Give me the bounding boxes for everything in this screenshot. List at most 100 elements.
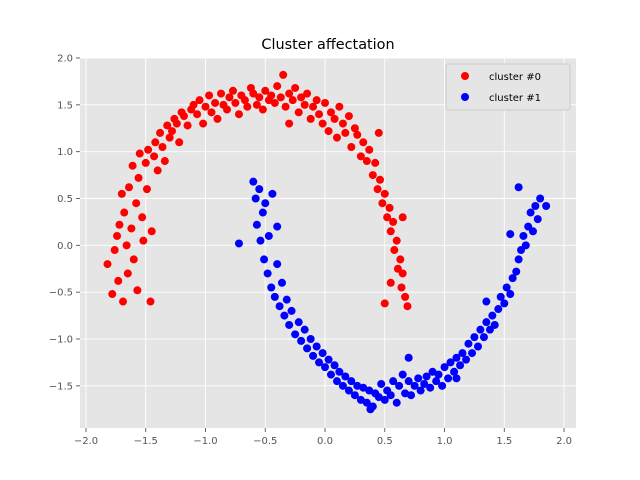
cluster-1-point xyxy=(347,377,356,386)
cluster-1-point xyxy=(526,208,535,217)
cluster-0-point xyxy=(189,100,198,109)
cluster-1-point xyxy=(502,283,511,292)
cluster-0-point xyxy=(128,161,137,170)
cluster-0-point xyxy=(375,175,384,184)
legend-marker-cluster-0 xyxy=(461,72,469,80)
cluster-0-point xyxy=(258,105,267,114)
cluster-1-point xyxy=(521,241,530,250)
cluster-0-point xyxy=(315,110,324,119)
cluster-1-point xyxy=(458,349,467,358)
cluster-0-point xyxy=(303,89,312,98)
cluster-0-point xyxy=(168,127,177,136)
cluster-0-point xyxy=(276,93,285,102)
cluster-1-point xyxy=(374,393,383,402)
cluster-1-point xyxy=(482,318,491,327)
cluster-0-point xyxy=(270,98,279,107)
x-tick-label: 1.0 xyxy=(437,436,453,447)
cluster-1-point xyxy=(252,220,261,229)
cluster-0-point xyxy=(350,124,359,133)
cluster-0-point xyxy=(133,286,142,295)
cluster-1-point xyxy=(446,358,455,367)
cluster-1-point xyxy=(496,292,505,301)
x-tick-label: 0.0 xyxy=(317,436,333,447)
cluster-1-point xyxy=(420,379,429,388)
cluster-0-point xyxy=(285,89,294,98)
cluster-1-point xyxy=(255,185,264,194)
cluster-0-point xyxy=(115,220,124,229)
cluster-1-point xyxy=(404,377,413,386)
cluster-0-point xyxy=(249,89,258,98)
cluster-0-point xyxy=(175,138,184,147)
cluster-1-point xyxy=(294,318,303,327)
cluster-0-point xyxy=(217,89,226,98)
data-points xyxy=(103,70,551,414)
cluster-1-point xyxy=(249,177,258,186)
cluster-0-point xyxy=(199,119,208,128)
cluster-1-point xyxy=(542,202,551,210)
grid-lines xyxy=(80,57,576,428)
cluster-0-point xyxy=(139,236,148,245)
cluster-0-point xyxy=(368,171,377,180)
cluster-1-point xyxy=(267,283,276,292)
cluster-0-point xyxy=(205,91,214,100)
cluster-0-point xyxy=(138,213,147,222)
cluster-1-point xyxy=(273,260,282,269)
cluster-0-point xyxy=(156,128,165,137)
cluster-0-point xyxy=(153,166,162,175)
cluster-1-point xyxy=(365,386,374,395)
cluster-1-point xyxy=(531,202,540,210)
cluster-1-point xyxy=(494,305,503,314)
cluster-0-point xyxy=(213,114,222,123)
cluster-1-point xyxy=(536,194,545,203)
cluster-1-point xyxy=(300,325,309,334)
legend: cluster #0 cluster #1 xyxy=(445,63,571,111)
cluster-0-point xyxy=(380,189,389,198)
cluster-0-point xyxy=(234,110,243,119)
cluster-0-point xyxy=(291,83,300,92)
cluster-0-point xyxy=(378,199,387,208)
cluster-1-point xyxy=(335,367,344,376)
cluster-0-point xyxy=(108,290,117,299)
cluster-0-point xyxy=(243,102,252,111)
cluster-1-point xyxy=(398,370,407,379)
y-tick-label: −0.5 xyxy=(49,288,73,299)
cluster-1-point xyxy=(263,269,272,278)
cluster-1-point xyxy=(490,320,499,329)
x-tick-label: 1.5 xyxy=(496,436,512,447)
cluster-1-point xyxy=(380,395,389,404)
cluster-1-point xyxy=(287,306,296,315)
cluster-1-point xyxy=(362,398,371,407)
cluster-0-point xyxy=(362,157,371,166)
cluster-1-point xyxy=(260,255,269,264)
cluster-1-point xyxy=(506,290,515,299)
cluster-0-point xyxy=(332,133,341,142)
cluster-1-point xyxy=(456,361,465,370)
cluster-0-point xyxy=(193,110,202,119)
cluster-1-point xyxy=(350,391,359,400)
x-tick-label: −1.5 xyxy=(134,436,158,447)
y-tick-label: 0.0 xyxy=(57,241,73,252)
cluster-1-point xyxy=(426,383,435,392)
cluster-0-point xyxy=(119,297,128,306)
cluster-1-point xyxy=(468,349,477,358)
cluster-0-point xyxy=(273,82,282,91)
cluster-1-point xyxy=(452,353,461,362)
cluster-0-point xyxy=(347,142,356,151)
cluster-1-point xyxy=(366,405,375,414)
cluster-1-point xyxy=(268,189,277,198)
cluster-0-point xyxy=(255,93,264,102)
cluster-0-point xyxy=(373,185,382,194)
x-tick-label: 0.5 xyxy=(377,436,393,447)
cluster-0-point xyxy=(321,98,330,107)
cluster-0-point xyxy=(397,283,406,292)
cluster-1-point xyxy=(528,227,537,236)
cluster-0-point xyxy=(398,269,407,278)
cluster-0-point xyxy=(146,297,155,306)
cluster-0-point xyxy=(396,255,405,264)
cluster-1-point xyxy=(330,361,339,370)
cluster-1-point xyxy=(321,363,330,372)
cluster-0-point xyxy=(147,227,156,236)
cluster-1-point xyxy=(234,239,243,248)
cluster-0-point xyxy=(389,217,398,226)
